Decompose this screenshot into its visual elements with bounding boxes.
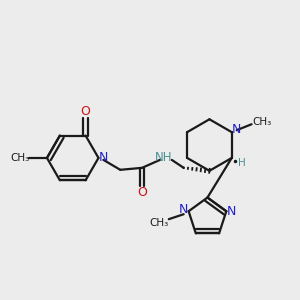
Text: CH₃: CH₃	[253, 117, 272, 127]
Text: O: O	[137, 186, 147, 199]
Text: N: N	[179, 203, 188, 216]
Text: CH₃: CH₃	[149, 218, 169, 228]
Text: CH₃: CH₃	[11, 153, 30, 163]
Text: N: N	[232, 123, 242, 136]
Text: N: N	[99, 152, 108, 164]
Text: NH: NH	[155, 152, 172, 164]
Text: H: H	[238, 158, 245, 168]
Text: N: N	[226, 205, 236, 218]
Text: O: O	[81, 105, 91, 118]
